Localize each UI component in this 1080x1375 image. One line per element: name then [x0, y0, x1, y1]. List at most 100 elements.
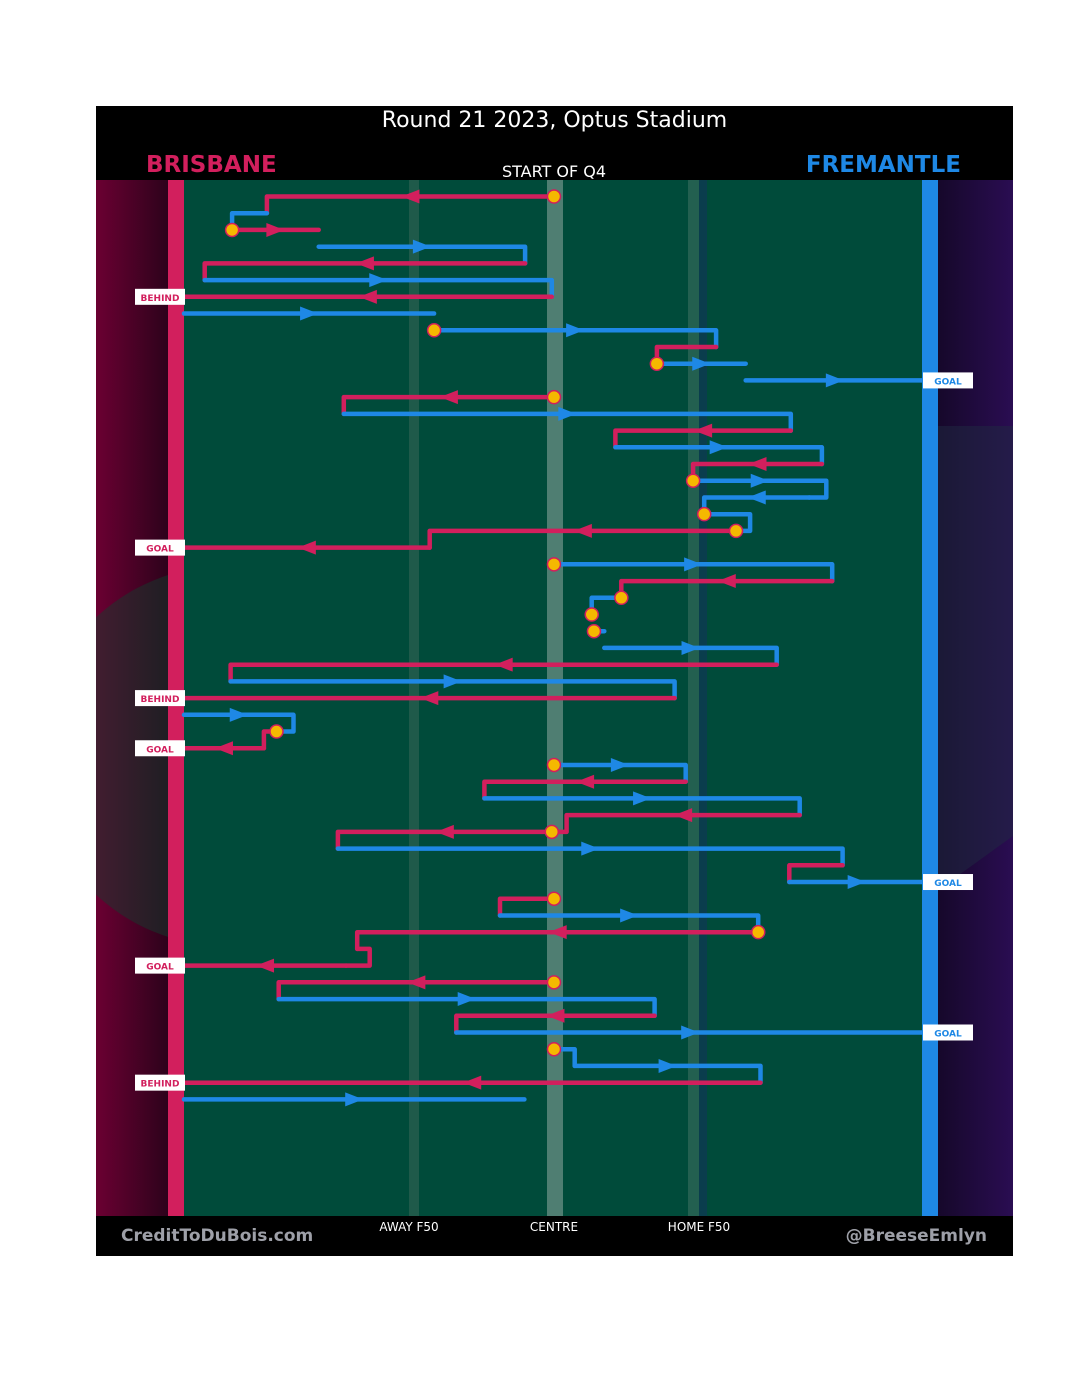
credit-website: CreditToDuBois.com	[121, 1226, 314, 1246]
chain-arrow-12	[825, 373, 844, 388]
possession-chain-21	[427, 528, 739, 550]
possession-chain-49	[276, 996, 657, 1019]
score-tag-goal-12-label: GOAL	[934, 377, 962, 387]
chain-arrow-47	[256, 958, 275, 973]
score-tag-goal-47: GOAL	[135, 957, 185, 974]
stoppage-marker-23	[546, 557, 562, 572]
stoppage-marker-26	[584, 607, 599, 622]
chain-arrow-11	[692, 356, 711, 371]
score-tag-behind-54: BEHIND	[135, 1074, 185, 1091]
possession-chain-37	[482, 796, 802, 818]
score-tag-goal-51-label: GOAL	[934, 1030, 962, 1040]
stoppage-marker-21	[728, 523, 744, 539]
chain-arrow-17	[748, 457, 767, 472]
possession-chain-30	[228, 679, 677, 701]
stoppage-marker-1	[546, 189, 562, 204]
possession-chain-15	[613, 428, 794, 450]
score-tag-goal-42-label: GOAL	[934, 879, 962, 889]
score-tag-behind-54-label: BEHIND	[141, 1080, 180, 1090]
possession-chain-16	[613, 445, 825, 467]
possession-chain-35	[551, 762, 688, 784]
chain-arrow-35	[610, 757, 629, 772]
chain-arrow-34	[214, 741, 233, 756]
chain-arrow-15	[694, 423, 713, 438]
score-tag-behind-54-box	[135, 1074, 185, 1091]
chain-arrow-42	[847, 875, 866, 890]
chain-arrow-1	[401, 189, 420, 204]
score-tag-goal-51-box	[923, 1024, 973, 1041]
x-tick-label-away-f50: AWAY F50	[379, 1220, 439, 1234]
chain-arrow-51	[681, 1025, 700, 1040]
chain-arrow-40	[581, 841, 600, 856]
score-tag-behind-31-box	[135, 690, 185, 707]
stoppage-marker-35	[546, 757, 562, 773]
chain-arrow-39	[435, 824, 454, 839]
score-tag-goal-47-box	[135, 957, 185, 974]
possession-chain-40	[335, 846, 845, 868]
chain-arrow-45	[548, 925, 567, 940]
chain-arrow-22	[297, 540, 316, 555]
stoppage-marker-52	[546, 1041, 562, 1057]
score-tag-goal-47-label: GOAL	[146, 963, 174, 973]
chain-arrow-23	[684, 557, 703, 572]
chain-arrow-48	[407, 975, 426, 990]
chart-subtitle: START OF Q4	[501, 162, 607, 181]
chain-arrow-30	[443, 674, 462, 689]
score-tag-goal-34-box	[135, 740, 185, 757]
score-tag-goal-42: GOAL	[923, 874, 973, 891]
score-tag-behind-7: BEHIND	[135, 288, 185, 305]
possession-chain-46	[343, 946, 372, 968]
chain-arrow-54	[463, 1075, 482, 1090]
stoppage-marker-18	[685, 473, 701, 488]
possession-chain-23	[551, 562, 835, 584]
stoppage-marker-48	[546, 975, 562, 990]
chain-arrow-50	[546, 1008, 565, 1023]
chain-arrow-21	[573, 523, 592, 538]
stoppage-marker-13	[546, 389, 562, 405]
x-tick-label-home-f50: HOME F50	[667, 1220, 731, 1234]
score-tag-goal-42-box	[923, 874, 973, 891]
possession-chain-48	[276, 980, 557, 1002]
chain-arrow-3	[266, 222, 285, 237]
chain-arrow-31	[420, 691, 439, 706]
possession-chain-43	[497, 896, 557, 918]
score-tag-behind-31-label: BEHIND	[141, 695, 180, 705]
home-f50-shadow	[699, 180, 707, 1216]
score-tag-goal-34-label: GOAL	[146, 745, 174, 755]
stoppage-marker-25	[614, 590, 629, 606]
chart-title: Round 21 2023, Optus Stadium	[381, 108, 728, 133]
possession-chain-50	[454, 1013, 657, 1035]
chain-arrow-49	[457, 992, 476, 1007]
chart-canvas: BEHIND GOAL GOAL BEHIND GOAL GOAL GOAL GOAL BEHI…	[96, 106, 1013, 1256]
chain-arrow-8	[300, 306, 319, 321]
chain-arrow-18	[750, 473, 769, 488]
possession-chain-6	[202, 277, 555, 300]
away-goal-line	[922, 180, 938, 1216]
chain-arrow-36	[576, 774, 595, 789]
footer-bar	[96, 1216, 1013, 1256]
stoppage-marker-33	[269, 724, 284, 739]
possession-chain-45	[354, 929, 761, 952]
score-tag-behind-7-box	[135, 288, 185, 305]
chain-arrow-38	[674, 808, 693, 823]
stoppage-marker-3	[224, 222, 240, 238]
chain-arrow-13	[439, 390, 458, 405]
chain-arrow-14	[558, 406, 577, 421]
chain-arrow-9	[566, 323, 585, 338]
possession-chain-14	[341, 411, 794, 433]
home-f50-line	[688, 180, 699, 1216]
credit-handle: @BreeseEmlyn	[845, 1226, 987, 1246]
chain-arrow-24	[717, 574, 736, 589]
chain-arrow-4	[412, 239, 431, 254]
score-tag-goal-51: GOAL	[923, 1024, 973, 1041]
stoppage-marker-20	[696, 506, 712, 522]
chain-arrow-28	[681, 640, 700, 655]
away-team-name: FREMANTLE	[805, 152, 961, 178]
score-tag-goal-22-box	[135, 539, 185, 556]
stoppage-marker-39	[544, 824, 560, 840]
kick-flow-chart: BEHIND GOAL GOAL BEHIND GOAL GOAL GOAL GOAL BEHI…	[96, 106, 1013, 1256]
chain-arrow-19	[747, 490, 766, 505]
chain-arrow-6	[369, 273, 388, 288]
possession-chain-53	[572, 1063, 763, 1085]
home-team-name: BRISBANE	[146, 152, 277, 178]
